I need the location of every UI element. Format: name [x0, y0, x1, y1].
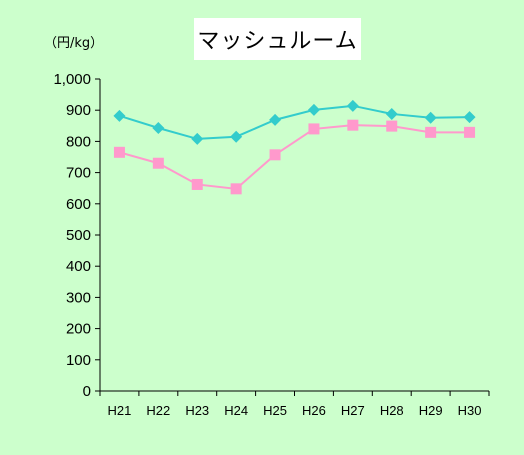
y-tick-label: 700: [66, 165, 91, 182]
data-point-square: [464, 126, 476, 138]
y-tick-label: 100: [66, 352, 91, 369]
data-point-square: [113, 146, 125, 158]
x-tick-label: H28: [380, 403, 404, 418]
data-point-square: [347, 119, 359, 131]
data-point-diamond: [152, 121, 165, 134]
y-tick-label: 200: [66, 321, 91, 338]
x-tick-label: H24: [224, 403, 248, 418]
x-tick-label: H22: [146, 403, 170, 418]
data-point-diamond: [463, 111, 476, 124]
data-point-square: [152, 157, 164, 169]
data-point-square: [425, 126, 437, 138]
x-tick-label: H26: [302, 403, 326, 418]
x-tick-label: H29: [419, 403, 443, 418]
unit-label: （円/kg）: [44, 36, 104, 51]
y-tick-label: 0: [83, 383, 91, 400]
data-point-square: [230, 183, 242, 195]
data-point-diamond: [385, 107, 398, 120]
y-tick-label: 1,000: [53, 71, 91, 88]
data-point-diamond: [230, 130, 243, 143]
series-line-1: [119, 104, 470, 140]
data-point-square: [308, 123, 320, 135]
data-point-diamond: [191, 132, 204, 145]
data-point-square: [269, 149, 281, 161]
data-point-diamond: [307, 103, 320, 116]
x-tick-label: H25: [263, 403, 287, 418]
x-tick-label: H21: [108, 403, 132, 418]
y-tick-label: 800: [66, 133, 91, 150]
x-tick-label: H23: [185, 403, 209, 418]
y-tick-label: 600: [66, 196, 91, 213]
y-tick-label: 500: [66, 227, 91, 244]
x-tick-label: H30: [458, 403, 482, 418]
y-tick-label: 900: [66, 102, 91, 119]
data-point-square: [191, 178, 203, 190]
y-tick-label: 400: [66, 258, 91, 275]
x-tick-label: H27: [341, 403, 365, 418]
y-tick-label: 300: [66, 289, 91, 306]
data-point-diamond: [269, 113, 282, 126]
data-point-diamond: [113, 109, 126, 122]
series-line-2: [119, 124, 470, 190]
data-point-square: [386, 120, 398, 132]
data-point-diamond: [346, 99, 359, 112]
data-point-diamond: [424, 111, 437, 124]
chart-title: マッシュルーム: [194, 18, 361, 60]
